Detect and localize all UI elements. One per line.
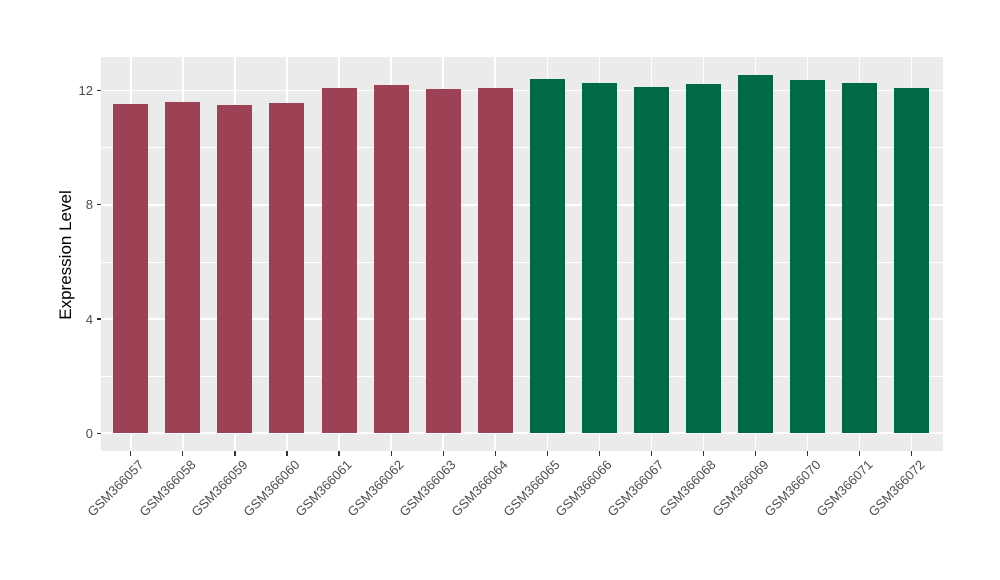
h-gridline-minor [101,375,943,377]
bar-GSM366064 [477,88,513,434]
y-axis-title: Expression Level [56,190,75,320]
x-tick-mark [754,451,757,456]
bar-GSM366059 [217,104,253,434]
y-tick-mark [96,318,101,320]
x-tick-mark [182,451,184,456]
h-gridline-major [101,89,943,92]
x-tick-mark [130,451,132,456]
y-tick-mark [96,432,101,434]
bar-GSM366057 [113,104,149,434]
bar-GSM366058 [165,102,201,434]
x-tick-mark [702,451,705,456]
bar-GSM366072 [894,87,930,434]
x-tick-mark [286,451,288,456]
plot-panel [101,57,943,451]
bar-GSM366069 [738,74,774,434]
x-tick-mark [234,451,236,456]
x-tick-mark [911,451,913,456]
h-gridline-major [101,432,943,434]
x-tick-mark [442,451,444,456]
x-tick-mark [390,451,392,456]
y-tick-mark [96,204,101,206]
y-tick-label: 0 [85,425,93,441]
bar-GSM366060 [269,102,305,434]
y-tick-label: 4 [85,311,93,327]
x-tick-mark [650,451,652,456]
x-tick-mark [494,451,496,456]
h-gridline-minor [101,147,943,149]
bar-GSM366066 [581,82,617,434]
bar-GSM366068 [685,83,721,434]
x-tick-mark [806,451,809,456]
x-tick-mark [338,451,340,456]
bar-GSM366063 [425,88,461,434]
bar-GSM366067 [633,86,669,434]
y-tick-label: 12 [78,83,93,99]
bar-GSM366071 [842,83,878,434]
bar-GSM366061 [321,88,357,434]
bar-GSM366065 [529,78,565,434]
h-gridline-major [101,204,943,206]
y-tick-label: 8 [85,197,93,213]
x-tick-mark [598,451,600,456]
h-gridline-major [101,318,943,320]
x-tick-mark [546,451,548,456]
y-tick-mark [96,90,101,92]
bar-GSM366070 [790,79,826,434]
h-gridline-minor [101,261,943,263]
x-tick-mark [859,451,861,456]
bar-GSM366062 [373,84,409,434]
